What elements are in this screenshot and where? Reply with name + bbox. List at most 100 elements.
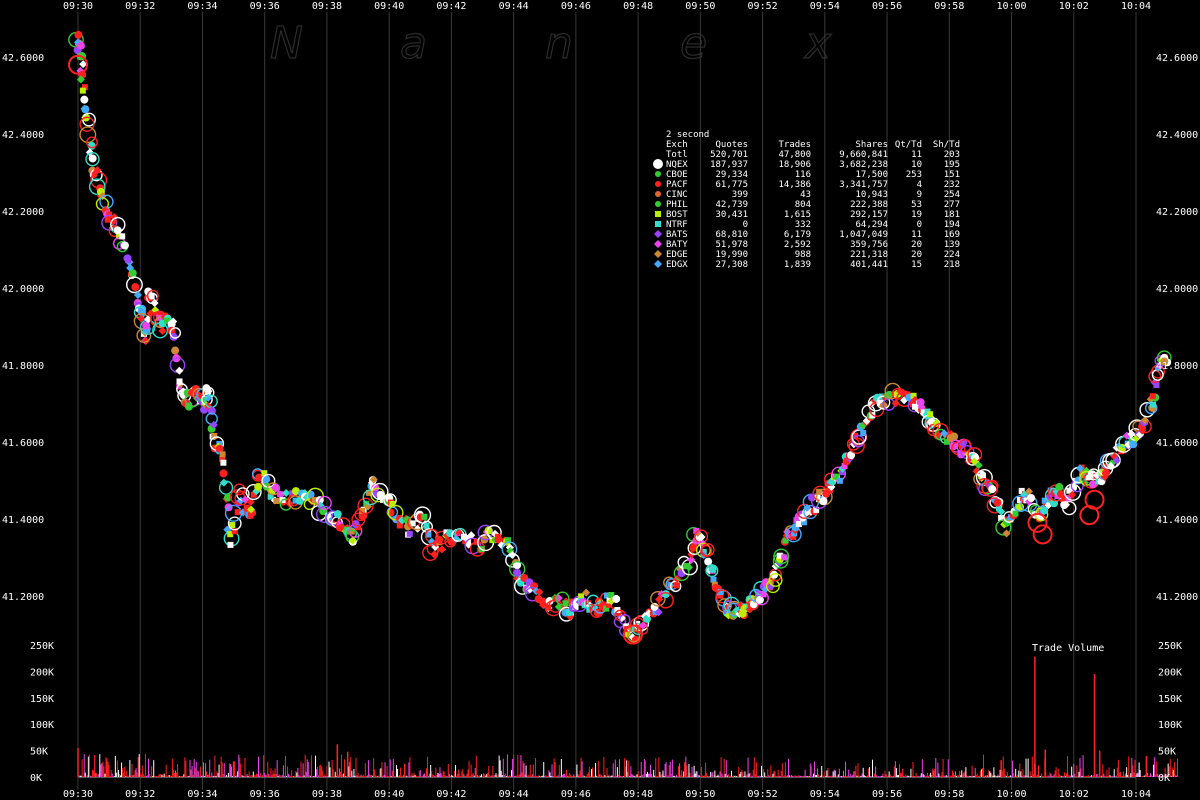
trade-marker (833, 473, 840, 480)
trade-marker (262, 475, 271, 484)
legend-cell: 277 (944, 200, 960, 210)
x-tick-label-bottom: 09:34 (187, 789, 217, 800)
legend-cell: 10 (911, 160, 922, 170)
legend-cell: 988 (795, 250, 811, 260)
legend-marker (654, 240, 662, 248)
legend-cell: 11 (911, 150, 922, 160)
x-tick-label-bottom: 09:42 (436, 789, 466, 800)
volume-tick-label-right: 250K (1158, 641, 1182, 652)
trade-marker (1102, 469, 1111, 478)
trade-marker (1041, 497, 1048, 504)
legend-cell: 19,990 (715, 250, 748, 260)
trade-marker (316, 505, 334, 523)
trade-marker (710, 576, 717, 583)
trade-marker (88, 154, 97, 163)
legend-cell: 10,943 (855, 190, 888, 200)
trade-marker (430, 550, 439, 559)
trade-marker (1153, 382, 1160, 389)
trade-marker (85, 152, 100, 167)
x-tick-label-top: 09:50 (685, 1, 715, 12)
y-tick-label-left: 42.6000 (2, 53, 44, 64)
trade-marker (389, 500, 396, 507)
trade-marker (205, 388, 212, 395)
trade-marker (176, 378, 183, 385)
trade-marker (126, 276, 143, 294)
legend-marker (654, 250, 662, 258)
legend-cell: 68,810 (715, 230, 748, 240)
trade-marker (836, 477, 843, 484)
trade-marker (81, 105, 90, 114)
trade-marker (704, 557, 713, 566)
legend-cell: 11 (911, 230, 922, 240)
legend-marker (654, 230, 662, 238)
x-tick-label-top: 09:38 (312, 1, 342, 12)
legend-period: 2 second (666, 130, 709, 140)
legend-cell: 359,756 (850, 240, 888, 250)
trade-marker (773, 548, 790, 565)
legend-cell: 4 (917, 180, 922, 190)
trade-marker (409, 520, 416, 527)
legend-cell: BATS (666, 230, 688, 240)
trade-marker (317, 495, 332, 511)
trade-marker (79, 60, 88, 69)
trade-marker (144, 315, 153, 324)
legend-cell: 18,906 (778, 160, 811, 170)
trade-marker (220, 459, 227, 466)
trade-marker (1040, 506, 1049, 515)
trade-marker (133, 291, 142, 300)
y-tick-label-right: 41.2000 (1156, 592, 1198, 603)
legend-cell: PACF (666, 180, 688, 190)
legend-cell: 3,341,757 (839, 180, 888, 190)
trade-marker (120, 241, 129, 250)
trade-marker (219, 451, 226, 458)
trade-marker (687, 555, 696, 564)
trade-marker (1024, 487, 1033, 496)
trade-marker (708, 565, 717, 574)
y-tick-label-left: 42.2000 (2, 207, 44, 218)
volume-tick-label-right: 150K (1158, 694, 1182, 705)
trade-marker (261, 473, 276, 488)
trade-marker (770, 570, 779, 579)
trade-marker (211, 432, 218, 439)
trade-marker (614, 606, 621, 613)
trade-marker (359, 507, 366, 514)
trade-marker (467, 531, 476, 540)
trade-marker (357, 497, 374, 515)
legend-cell: 9,660,841 (839, 150, 888, 160)
trade-marker (535, 587, 544, 596)
trade-marker (1062, 500, 1077, 516)
x-tick-label-bottom: 09:30 (63, 789, 93, 800)
trade-marker (860, 430, 867, 437)
trade-marker (158, 326, 167, 335)
trade-marker (612, 594, 621, 603)
legend-cell: 29,334 (715, 170, 748, 180)
legend-cell: 292,157 (850, 210, 888, 220)
x-tick-label-bottom: 09:44 (499, 789, 529, 800)
trade-marker (131, 283, 140, 292)
trade-marker (572, 603, 579, 610)
legend-cell: 64,294 (855, 220, 888, 230)
trade-marker (343, 528, 350, 535)
legend-cell: 194 (944, 220, 960, 230)
trade-marker (996, 505, 1003, 512)
trade-marker (333, 510, 342, 519)
trade-marker (292, 497, 299, 504)
legend-cell: 19 (911, 210, 922, 220)
legend-cell: 14,386 (778, 180, 811, 190)
legend-header: Exch (666, 140, 688, 150)
trade-marker (142, 321, 151, 330)
legend-cell: 254 (944, 190, 960, 200)
x-tick-label-bottom: 09:46 (561, 789, 591, 800)
trade-marker (988, 485, 997, 494)
trade-marker (81, 84, 88, 91)
trade-marker (76, 41, 85, 50)
x-tick-label-bottom: 09:38 (312, 789, 342, 800)
legend-cell: 53 (911, 200, 922, 210)
legend-cell: 151 (944, 170, 960, 180)
volume-tick-label-right: 50K (1158, 747, 1176, 758)
legend-cell: 3,682,238 (839, 160, 888, 170)
legend-cell: 399 (732, 190, 748, 200)
x-tick-label-bottom: 09:54 (810, 789, 840, 800)
legend-cell: 116 (795, 170, 811, 180)
legend-cell: 42,739 (715, 200, 748, 210)
